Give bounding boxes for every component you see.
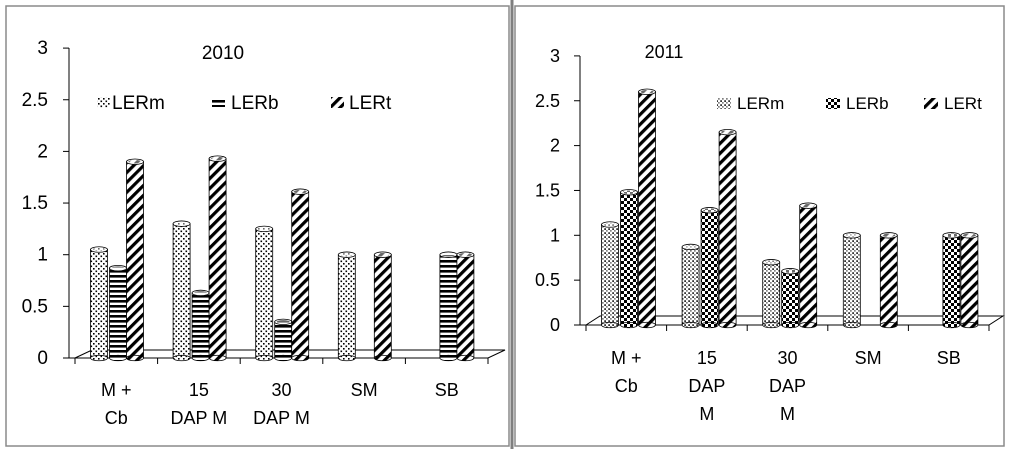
x-tick-label: 30: [777, 348, 797, 368]
bar-lerb-2: [191, 289, 210, 362]
y-tick-label: 0.5: [535, 270, 560, 290]
x-tick-label: DAP M: [171, 408, 228, 428]
bar-lerm-2: [172, 220, 191, 362]
chart-2011-x-ticks: M + Cb 15 DAP M 30 DAP M SM SB: [585, 325, 990, 424]
bar-lert-4: [879, 232, 898, 329]
bar-lert-3: [799, 202, 818, 329]
bar-lerm-1: [90, 246, 108, 362]
y-tick-label: 3: [550, 46, 560, 66]
y-tick-label: 0: [37, 348, 48, 369]
bar-lert-2: [718, 128, 737, 329]
bar-lerb-5: [439, 251, 458, 362]
chart-2011-bars: [601, 88, 979, 329]
bar-lerm-4: [842, 232, 861, 329]
legend-label-lerm: LERm: [112, 93, 165, 114]
y-tick-label: 2: [37, 141, 48, 162]
legend-swatch-lerm: [97, 97, 110, 108]
x-tick-label: 15: [697, 348, 717, 368]
legend-label-lerm: LERm: [737, 94, 784, 113]
bar-lert-1: [638, 88, 656, 329]
legend-swatch-lert: [924, 98, 938, 109]
chart-2010-title: 2010: [202, 43, 244, 64]
chart-2010-bars: [90, 155, 475, 362]
legend-swatch-lert: [331, 97, 344, 108]
bar-lerm-4: [337, 251, 356, 362]
bar-lerm-3: [762, 259, 781, 329]
x-tick-label: SB: [937, 348, 961, 368]
legend-label-lerb: LERb: [846, 94, 889, 113]
chart-2011-y-ticks: 0 0.5 1 1.5 2 2.5 3: [535, 46, 580, 335]
x-tick-label: Cb: [105, 408, 128, 428]
x-tick-label: M: [780, 404, 795, 424]
chart-2010-legend: LERm LERb LERt: [97, 93, 392, 114]
x-tick-label: SB: [435, 380, 459, 400]
bar-lert-2: [208, 155, 227, 362]
y-tick-label: 2.5: [22, 90, 48, 111]
x-tick-label: SM: [855, 348, 882, 368]
y-tick-label: 1.5: [22, 193, 48, 214]
bar-lert-5: [456, 251, 475, 362]
x-tick-label: 15: [189, 380, 209, 400]
y-tick-label: 3: [37, 38, 48, 59]
legend-swatch-lerb: [212, 99, 225, 107]
bar-lerm-1: [601, 221, 619, 329]
x-tick-label: DAP M: [253, 408, 310, 428]
bar-lert-3: [291, 188, 310, 362]
bar-lert-4: [373, 251, 392, 362]
legend-swatch-lerm: [717, 98, 731, 109]
bar-lerb-5: [942, 232, 961, 329]
x-tick-label: M +: [611, 348, 642, 368]
x-tick-label: Cb: [615, 376, 638, 396]
bar-lerm-2: [681, 243, 700, 329]
y-tick-label: 0.5: [22, 296, 48, 317]
bar-lerb-1: [620, 189, 638, 329]
chart-2010-y-ticks: 0 0.5 1 1.5 2 2.5 3: [22, 38, 69, 369]
x-tick-label: M +: [101, 380, 132, 400]
y-tick-label: 2.5: [535, 91, 560, 111]
y-tick-label: 0: [550, 315, 560, 335]
y-tick-label: 1: [550, 225, 560, 245]
y-tick-label: 1: [37, 245, 48, 266]
bar-lerm-3: [255, 225, 274, 362]
chart-2011-legend: LERm LERb LERt: [717, 94, 982, 113]
bar-lerb-1: [109, 264, 127, 362]
y-tick-label: 1.5: [535, 180, 560, 200]
x-tick-label: DAP: [688, 376, 725, 396]
legend-swatch-lerb: [826, 98, 840, 109]
legend-label-lert: LERt: [944, 94, 982, 113]
chart-2011-frame: [514, 5, 1005, 447]
chart-2010-frame: [5, 5, 510, 447]
y-tick-label: 2: [550, 136, 560, 156]
chart-2011-title: 2011: [645, 42, 684, 62]
bar-lerb-3: [781, 268, 800, 329]
chart-2010: 0 0.5 1 1.5 2 2.5 3 M + Cb 15 DAP M 30 DAP M SM SB 20…: [22, 38, 506, 428]
x-tick-label: DAP: [769, 376, 806, 396]
bar-lert-5: [960, 232, 979, 329]
chart-2010-x-ticks: M + Cb 15 DAP M 30 DAP M SM SB: [74, 358, 489, 428]
bar-lerb-2: [700, 207, 719, 329]
x-tick-label: 30: [271, 380, 291, 400]
legend-label-lerb: LERb: [231, 93, 279, 114]
legend-label-lert: LERt: [349, 93, 392, 114]
bar-lert-1: [126, 158, 144, 362]
x-tick-label: SM: [351, 380, 378, 400]
chart-2011: 0 0.5 1 1.5 2 2.5 3 M + Cb 15 DAP M 30 DAP M SM SB 2011…: [535, 42, 1005, 424]
x-tick-label: M: [699, 404, 714, 424]
bar-lerb-3: [274, 318, 293, 362]
